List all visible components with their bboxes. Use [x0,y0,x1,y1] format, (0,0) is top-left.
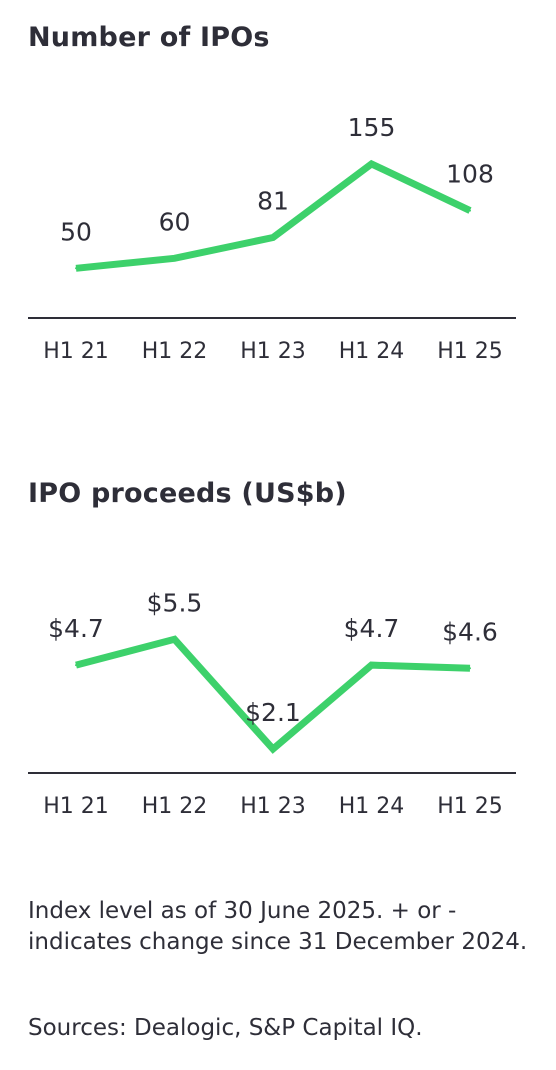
ipo-count-data-point [370,162,373,165]
ipo-proceeds-x-tick-label: H1 23 [240,794,306,819]
sources-note: Sources: Dealogic, S&P Capital IQ. [28,1015,423,1041]
ipo-count-data-label: 60 [159,207,191,236]
ipo-proceeds-x-tick-label: H1 24 [339,794,405,819]
ipo-count-x-tick-label: H1 22 [142,339,208,364]
ipo-count-data-point [75,267,77,270]
ipo-proceeds-data-label: $4.7 [344,614,400,643]
ipo-count-data-label: 50 [60,217,92,246]
ipo-count-data-point [173,257,176,260]
ipo-count-line-chart: 50 60 81 155 108 H1 21 H1 22 H1 23 H1 24 H1 25 [28,113,516,364]
ipo-proceeds-data-point [173,638,176,641]
ipo-proceeds-data-label: $5.5 [147,588,203,617]
ipo-count-data-label: 108 [446,160,494,189]
ipo-proceeds-data-point [469,667,471,670]
ipo-count-series-line [75,159,472,272]
ipo-proceeds-data-point [272,748,274,750]
ipo-count-x-tick-label: H1 25 [437,339,503,364]
ipo-count-data-point [469,209,471,212]
ipo-proceeds-x-tick-label: H1 25 [437,794,503,819]
ipo-proceeds-x-tick-label: H1 21 [43,794,109,819]
ipo-count-x-tick-label: H1 23 [240,339,306,364]
ipo-proceeds-data-point [75,664,77,667]
ipo-proceeds-data-label: $4.6 [442,617,498,646]
ipo-proceeds-data-label: $2.1 [245,698,301,727]
ipo-count-data-label: 155 [348,113,396,142]
ipo-proceeds-x-tick-label: H1 22 [142,794,208,819]
footnote: Index level as of 30 June 2025. + or - i… [28,898,528,955]
ipo-count-chart-title: Number of IPOs [28,22,270,53]
ipo-count-x-tick-label: H1 24 [339,339,405,364]
ipo-count-x-tick-label: H1 21 [43,339,109,364]
ipo-proceeds-data-label: $4.7 [48,614,104,643]
ipo-count-data-label: 81 [257,187,289,216]
ipo-proceeds-data-point [370,664,373,667]
ipo-proceeds-chart-title: IPO proceeds (US$b) [28,478,347,509]
ipo-proceeds-line-chart: $4.7 $5.5 $2.1 $4.7 $4.6 H1 21 H1 22 H1 23 H1 24… [28,588,516,819]
ipo-count-data-point [272,236,274,239]
ipo-proceeds-series-line [75,635,471,754]
